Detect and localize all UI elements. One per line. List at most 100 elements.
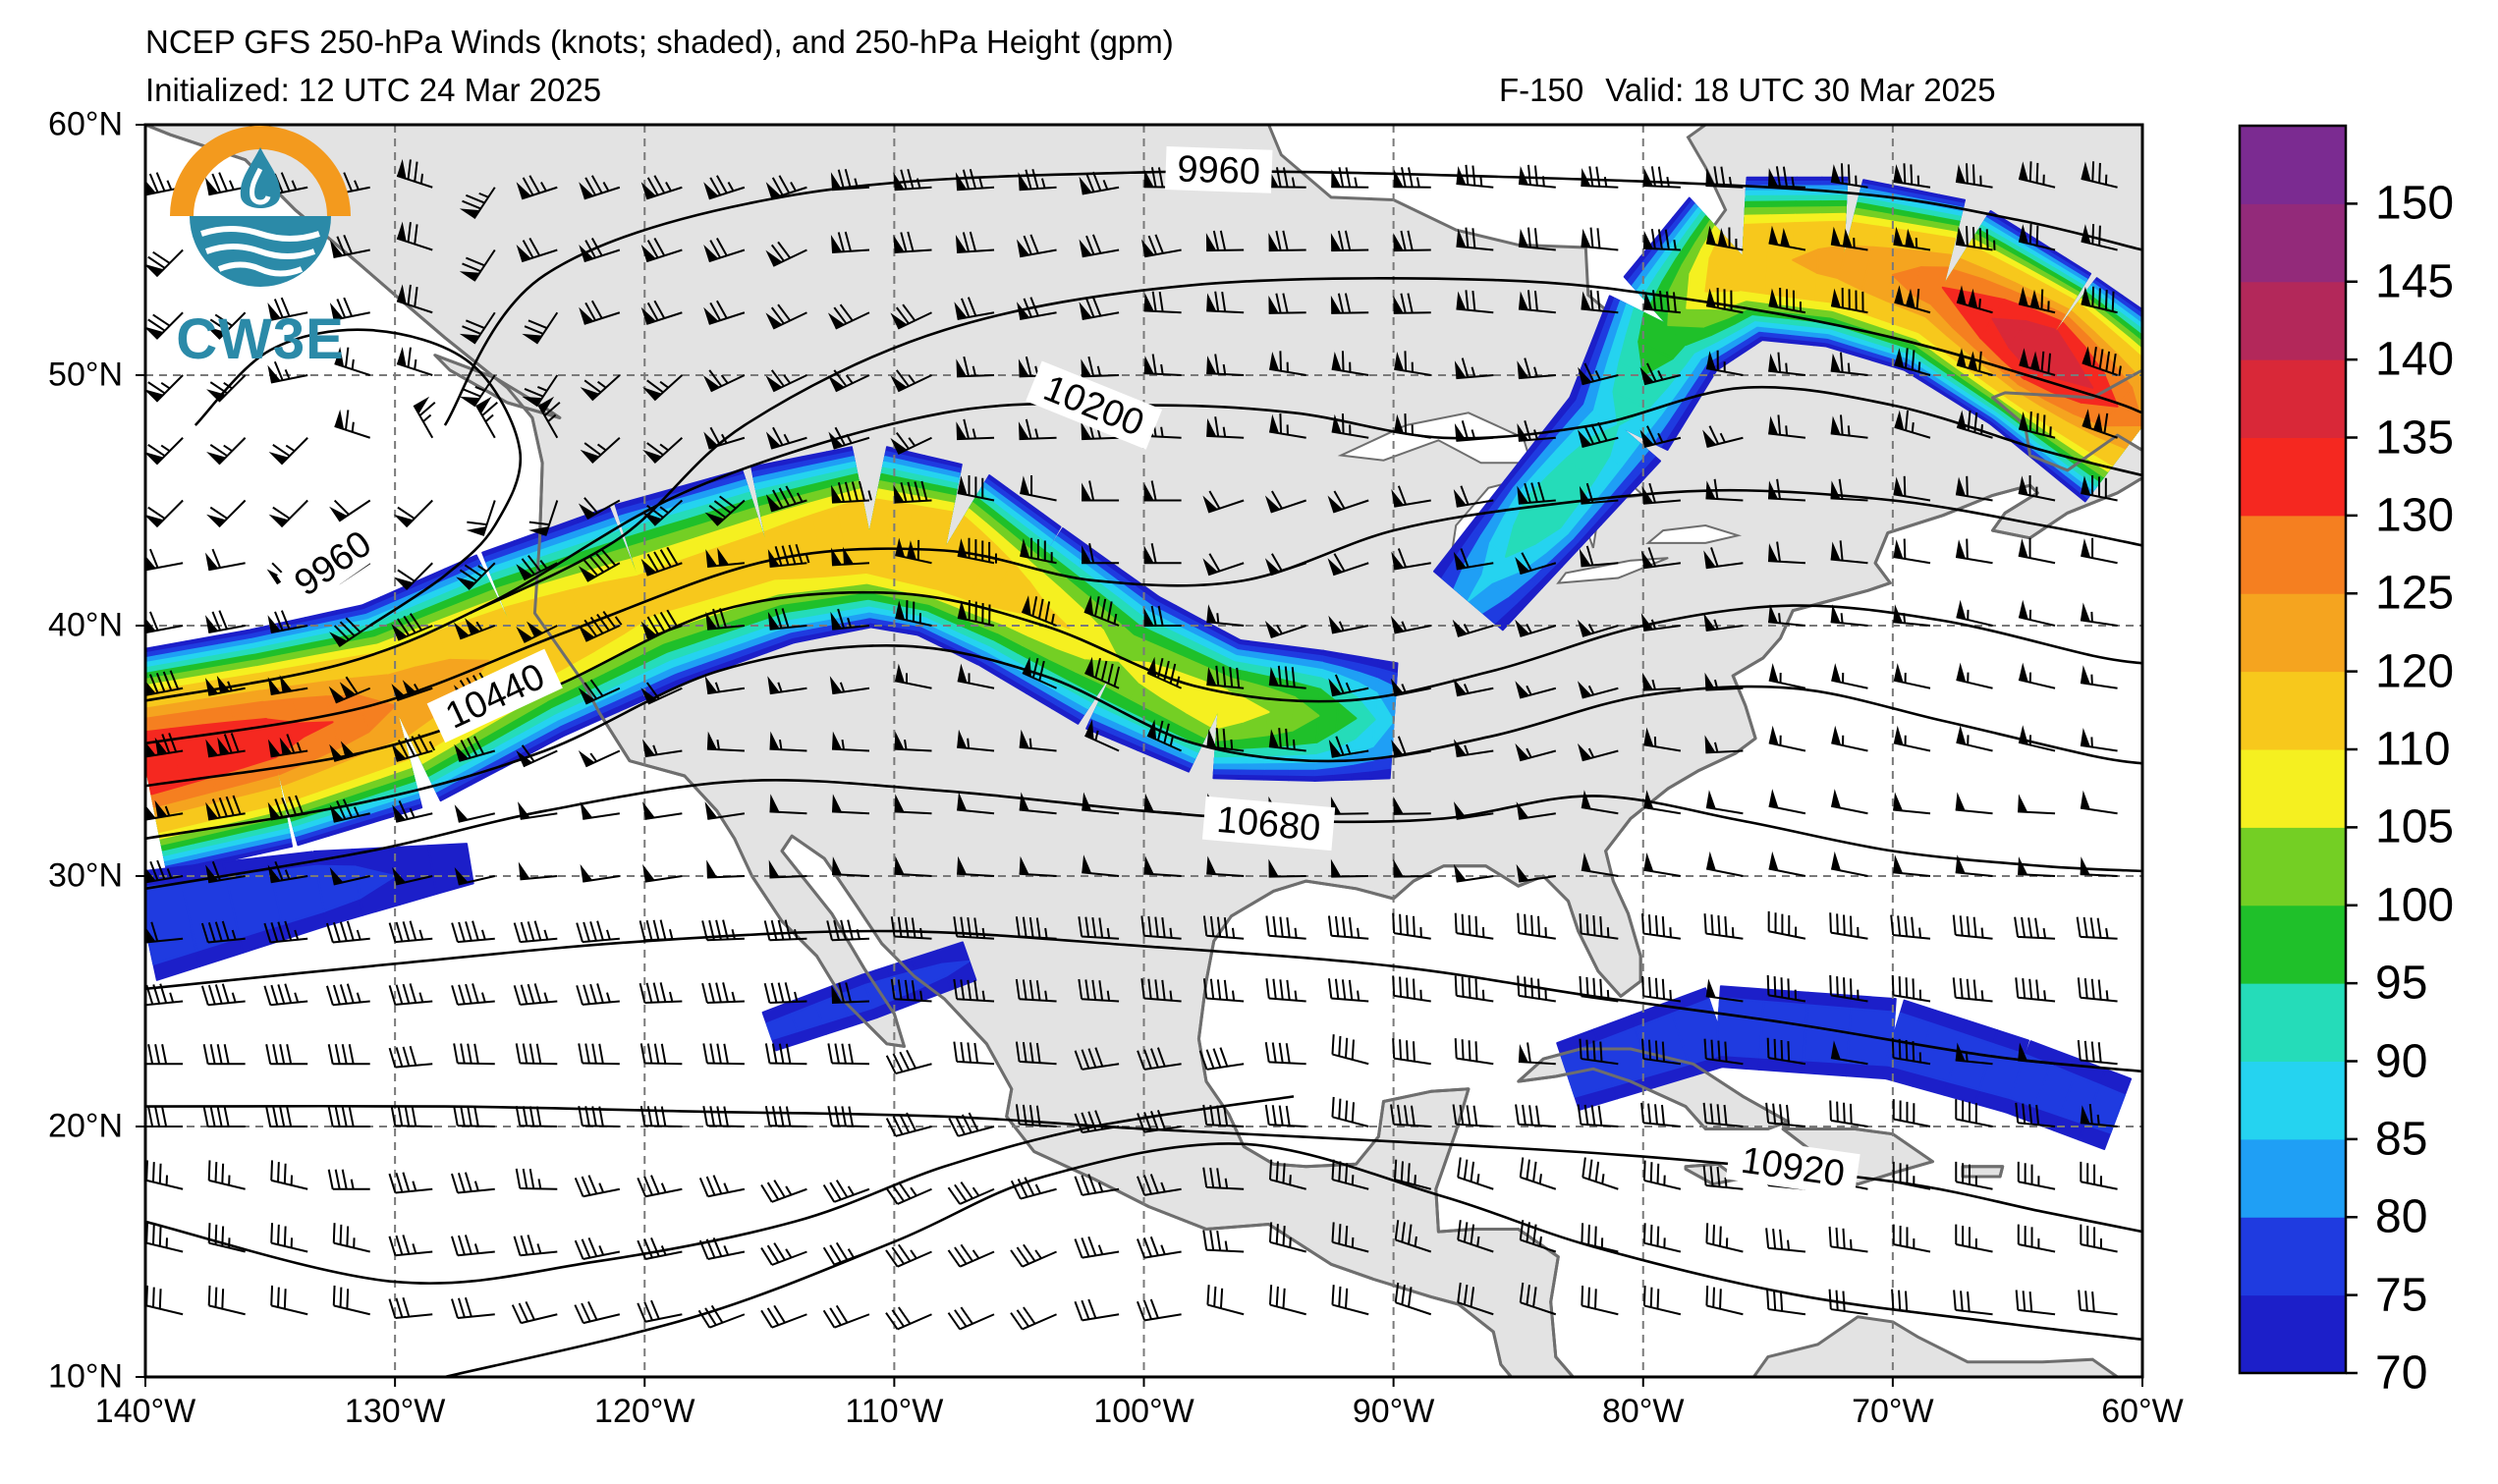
barb-half: [1338, 621, 1345, 632]
barb-full: [1268, 1222, 1273, 1242]
barb-full: [2091, 1292, 2095, 1312]
wind-barb: [1327, 978, 1369, 1003]
colorbar-label: 135: [2375, 412, 2455, 464]
barb-full: [826, 920, 833, 941]
wind-barb: [1515, 552, 1557, 576]
barb-full: [1282, 1288, 1286, 1309]
barb-half: [1345, 743, 1352, 754]
colorbar-segment: [2240, 1294, 2346, 1374]
barb-full: [715, 982, 722, 1003]
wind-barb: [1074, 1174, 1120, 1196]
wind-barb: [1331, 1096, 1369, 1127]
barb-half: [413, 683, 420, 693]
barb-shaft: [1643, 743, 1682, 752]
barb-pennant: [1206, 729, 1217, 748]
barb-pennant: [956, 421, 967, 440]
barb-full: [574, 1304, 584, 1324]
wind-barb: [1137, 1174, 1182, 1196]
barb-pennant: [1581, 291, 1591, 310]
barb-half: [1034, 428, 1039, 439]
barb-full: [1593, 1226, 1597, 1246]
barb-full: [1271, 490, 1283, 510]
barb-full: [2035, 1104, 2040, 1126]
wind-barb: [1578, 362, 1619, 386]
barb-pennant: [454, 867, 469, 885]
barb-full: [1828, 1289, 1832, 1310]
wind-barb: [574, 1237, 621, 1260]
barb-full: [535, 1106, 542, 1127]
barb-pennant: [1391, 489, 1405, 507]
barb-full: [1084, 979, 1090, 1000]
barb-full: [784, 919, 792, 940]
wind-barb: [1640, 1102, 1681, 1127]
barb-half: [1096, 428, 1102, 439]
barb-full: [1156, 1047, 1166, 1068]
barb-full: [1214, 291, 1220, 312]
barb-full: [1829, 974, 1832, 996]
barb-pennant: [1454, 739, 1467, 757]
wind-barb: [1830, 414, 1868, 439]
barb-half: [536, 1243, 542, 1254]
wind-barb: [454, 736, 496, 762]
barb-pennant: [1830, 541, 1841, 561]
barb-pennant: [528, 526, 549, 536]
barb-pennant: [145, 264, 164, 277]
wind-barb: [955, 169, 995, 192]
barb-half: [659, 443, 669, 452]
barb-full: [960, 1041, 966, 1063]
barb-full: [1646, 425, 1657, 445]
barb-full: [1891, 1037, 1895, 1059]
barb-half: [1666, 176, 1670, 188]
barb-pennant: [1906, 288, 1915, 308]
barb-full: [161, 1044, 168, 1065]
barb-pennant: [1453, 489, 1467, 507]
barb-full: [1766, 1037, 1770, 1059]
barb-full: [646, 240, 659, 258]
barb-half: [1160, 1182, 1166, 1192]
wind-barb: [831, 794, 870, 815]
barb-pennant: [145, 681, 156, 695]
barb-pennant: [957, 663, 968, 684]
barb-full: [465, 921, 472, 942]
barb-full: [459, 569, 477, 582]
contour-label-bg: [1165, 146, 1273, 193]
wind-barb: [1639, 362, 1682, 386]
wind-barb: [1955, 854, 1993, 877]
barb-full: [833, 306, 848, 325]
wind-barb: [1515, 742, 1557, 762]
barb-full: [1400, 230, 1407, 251]
barb-half: [539, 559, 548, 570]
barb-half: [1847, 425, 1851, 436]
barb-pennant: [1331, 413, 1342, 434]
barb-full: [209, 506, 228, 520]
barb-pennant: [1831, 663, 1842, 683]
wind-barb: [328, 676, 371, 704]
wind-barb: [145, 799, 184, 821]
barb-shaft: [706, 1125, 745, 1127]
barb-full: [1275, 230, 1282, 251]
barb-full: [467, 738, 478, 757]
barb-full: [1461, 976, 1465, 997]
wind-barb: [640, 682, 683, 705]
wind-barb: [642, 437, 684, 464]
barb-full: [770, 982, 778, 1003]
barb-pennant: [1768, 225, 1779, 246]
barb-full: [778, 1043, 785, 1064]
barb-full: [339, 1224, 343, 1245]
wind-barbs: [145, 158, 2122, 1331]
wind-barb: [1081, 418, 1120, 441]
wind-barb: [1328, 615, 1369, 634]
barb-pennant: [2081, 475, 2091, 495]
barb-full: [1023, 1243, 1036, 1262]
barb-full: [578, 1043, 583, 1064]
barb-full: [1015, 1104, 1021, 1125]
barb-full: [1537, 481, 1545, 502]
wind-barb: [268, 437, 308, 466]
barb-full: [1025, 418, 1032, 439]
barb-full: [2022, 978, 2026, 999]
wind-barb: [1268, 728, 1306, 752]
barb-pennant: [206, 452, 226, 465]
barb-full: [1527, 290, 1531, 310]
barb-pennant: [703, 306, 719, 324]
barb-pennant: [642, 863, 655, 882]
